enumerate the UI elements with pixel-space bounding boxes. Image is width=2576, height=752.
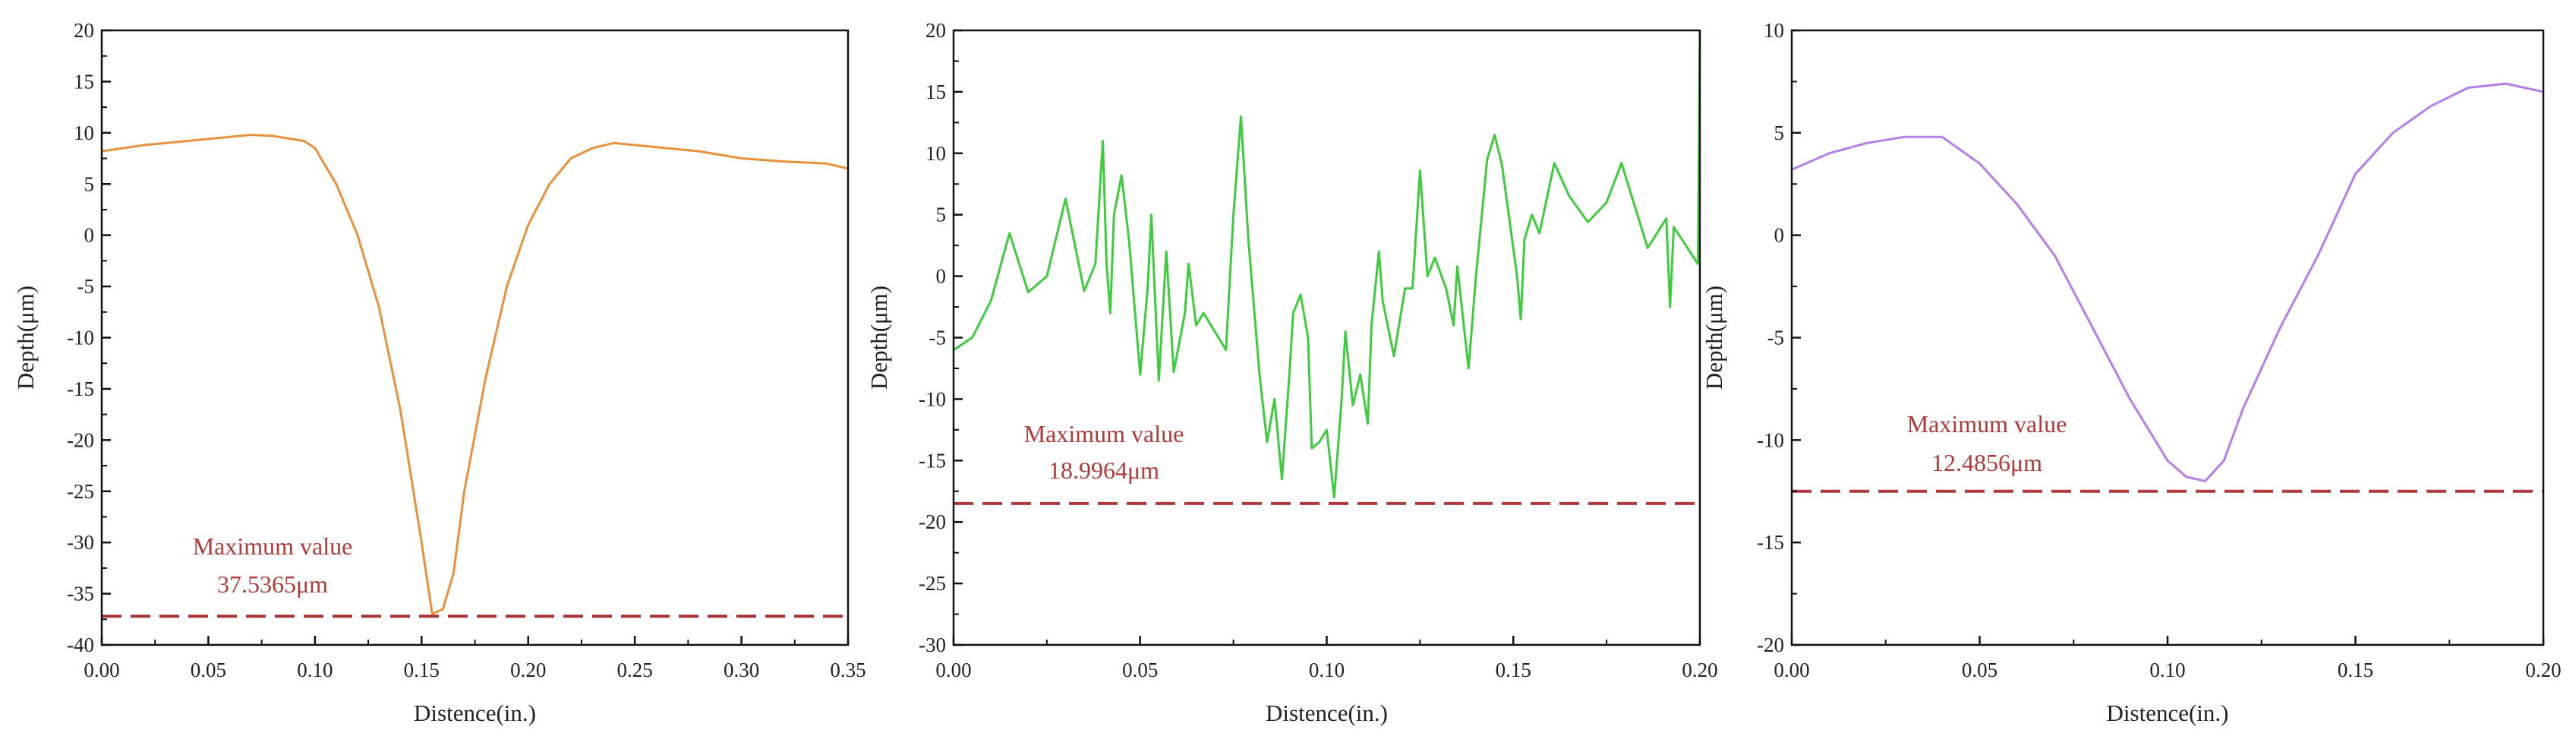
x-tick-label: 0.05 (1122, 659, 1158, 681)
y-tick-label: -25 (919, 572, 946, 595)
x-tick-label: 0.00 (84, 659, 119, 681)
y-tick-label: 10 (1764, 19, 1784, 42)
x-tick-label: 0.10 (297, 659, 333, 681)
y-tick-label: 0 (84, 224, 95, 247)
max-value-annotation: Maximum value (193, 532, 353, 560)
y-tick-label: -20 (67, 428, 94, 451)
y-tick-label: -5 (77, 275, 95, 298)
y-tick-label: 5 (1774, 122, 1785, 144)
y-tick-label: 10 (74, 122, 94, 144)
x-tick-label: 0.10 (1309, 659, 1345, 681)
y-tick-label: -30 (67, 531, 94, 554)
max-value-annotation: 18.9964μm (1048, 457, 1159, 484)
plot-frame (952, 29, 1701, 646)
x-tick-label: 0.25 (617, 659, 653, 681)
chart-3: 0.00 0.05 0.10 0.15 0.20 10 5 0 -5 -10 -15 -20 Diste… (1701, 19, 2562, 726)
x-tick-label: 0.05 (1962, 659, 1997, 681)
y-tick-label: 5 (936, 204, 947, 226)
x-tick-label: 0.15 (1496, 659, 1531, 681)
y-tick-label: 0 (936, 265, 947, 288)
max-value-annotation: Maximum value (1907, 410, 2067, 438)
x-tick-label: 0.35 (830, 659, 865, 681)
y-tick-label: -35 (67, 583, 94, 605)
y-tick-label: -10 (1757, 428, 1784, 451)
x-tick-label: 0.00 (1774, 659, 1809, 681)
y-tick-label: -5 (929, 327, 947, 349)
x-tick-label: 0.15 (2338, 659, 2373, 681)
y-tick-label: -25 (67, 480, 94, 503)
plot-frame (1790, 29, 2545, 646)
y-tick-label: 20 (74, 19, 94, 42)
x-axis-label: Distence(in.) (2107, 700, 2229, 726)
x-tick-label: 0.00 (935, 659, 971, 681)
y-tick-label: -5 (1767, 327, 1785, 349)
y-tick-label: 0 (1774, 224, 1785, 247)
series-line-profile (101, 134, 849, 615)
max-value-annotation: 37.5365μm (217, 570, 328, 598)
y-tick-label: -15 (1757, 531, 1784, 554)
x-tick-label: 0.20 (1682, 659, 1717, 681)
x-axis-label: Distence(in.) (1266, 700, 1388, 726)
y-tick-label: -20 (1757, 634, 1784, 656)
y-tick-label: 15 (925, 81, 946, 103)
y-tick-label: 10 (925, 142, 946, 165)
y-tick-label: 15 (74, 70, 94, 93)
y-tick-label: 5 (84, 172, 95, 195)
x-tick-label: 0.20 (510, 659, 546, 681)
y-axis-label: Depth(μm) (865, 286, 892, 390)
y-tick-label: 20 (925, 19, 946, 42)
y-axis-label: Depth(μm) (1701, 286, 1727, 390)
series-line-profile (953, 30, 1701, 499)
x-tick-label: 0.30 (724, 659, 759, 681)
x-tick-label: 0.10 (2149, 659, 2185, 681)
series-line-profile (1791, 82, 2544, 482)
y-tick-label: -15 (919, 449, 946, 472)
y-tick-label: -20 (919, 510, 946, 533)
x-tick-label: 0.20 (2525, 659, 2561, 681)
y-tick-label: -15 (67, 378, 94, 400)
max-value-annotation: Maximum value (1024, 420, 1184, 447)
y-tick-label: -30 (919, 634, 946, 656)
y-tick-label: -40 (67, 634, 94, 656)
x-axis-label: Distence(in.) (414, 700, 536, 726)
y-tick-label: -10 (919, 387, 946, 410)
chart-1: 0.00 0.05 0.10 0.15 0.20 0.25 0.30 0.35 20 15 10 5 0… (12, 19, 866, 726)
y-tick-label: -10 (67, 327, 94, 349)
x-tick-label: 0.15 (404, 659, 440, 681)
x-tick-label: 0.05 (191, 659, 226, 681)
chart-2: 0.00 0.05 0.10 0.15 0.20 20 15 10 5 0 -5 -10 -15 -20 -… (865, 19, 1718, 726)
y-axis-label: Depth(μm) (12, 286, 39, 390)
max-value-annotation: 12.4856μm (1931, 449, 2042, 476)
